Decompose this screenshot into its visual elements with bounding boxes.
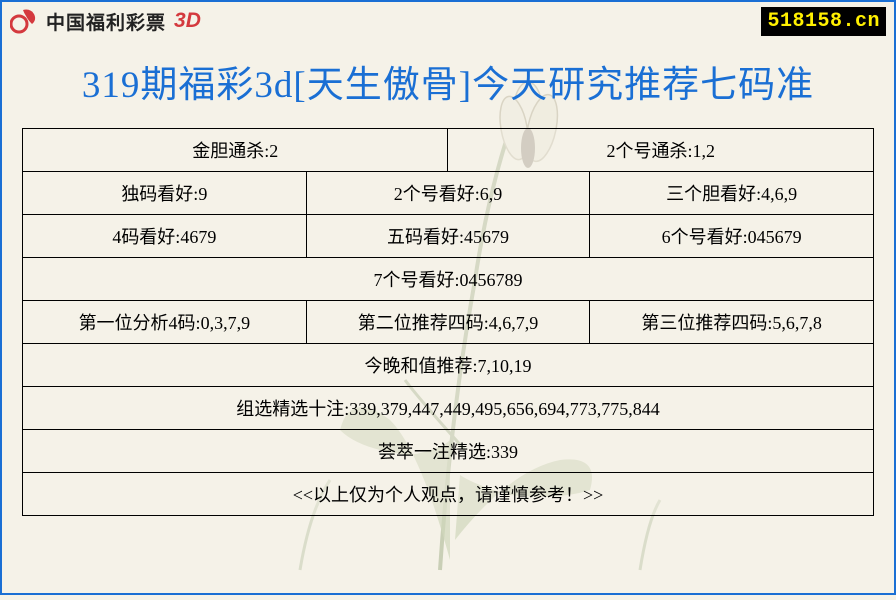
cell-pos2: 第二位推荐四码:4,6,7,9	[306, 301, 590, 344]
cell-pick-2: 2个号看好:6,9	[306, 172, 590, 215]
cell-best1: 荟萃一注精选:339	[23, 430, 874, 473]
cell-6code: 6个号看好:045679	[590, 215, 874, 258]
cell-kill-1: 金胆通杀:2	[23, 129, 448, 172]
lottery-table: 金胆通杀:2 2个号通杀:1,2 独码看好:9 2个号看好:6,9 三个胆看好:…	[22, 128, 874, 516]
watermark-badge: 518158.cn	[761, 7, 886, 36]
cell-7code: 7个号看好:0456789	[23, 258, 874, 301]
logo-text: 中国福利彩票	[46, 8, 166, 35]
cell-pos3: 第三位推荐四码:5,6,7,8	[590, 301, 874, 344]
cell-kill-2: 2个号通杀:1,2	[448, 129, 874, 172]
cell-sum: 今晚和值推荐:7,10,19	[23, 344, 874, 387]
cell-pos1: 第一位分析4码:0,3,7,9	[23, 301, 307, 344]
lottery-logo-icon	[10, 6, 40, 36]
cell-combo10: 组选精选十注:339,379,447,449,495,656,694,773,7…	[23, 387, 874, 430]
logo-area: 中国福利彩票 3D	[10, 6, 201, 36]
cell-pick-3: 三个胆看好:4,6,9	[590, 172, 874, 215]
header: 中国福利彩票 3D 518158.cn	[0, 0, 896, 42]
cell-pick-1: 独码看好:9	[23, 172, 307, 215]
cell-4code: 4码看好:4679	[23, 215, 307, 258]
page-title: 319期福彩3d[天生傲骨]今天研究推荐七码准	[0, 54, 896, 108]
cell-disclaimer: <<以上仅为个人观点，请谨慎参考！>>	[23, 473, 874, 516]
logo-3d: 3D	[174, 9, 201, 33]
cell-5code: 五码看好:45679	[306, 215, 590, 258]
